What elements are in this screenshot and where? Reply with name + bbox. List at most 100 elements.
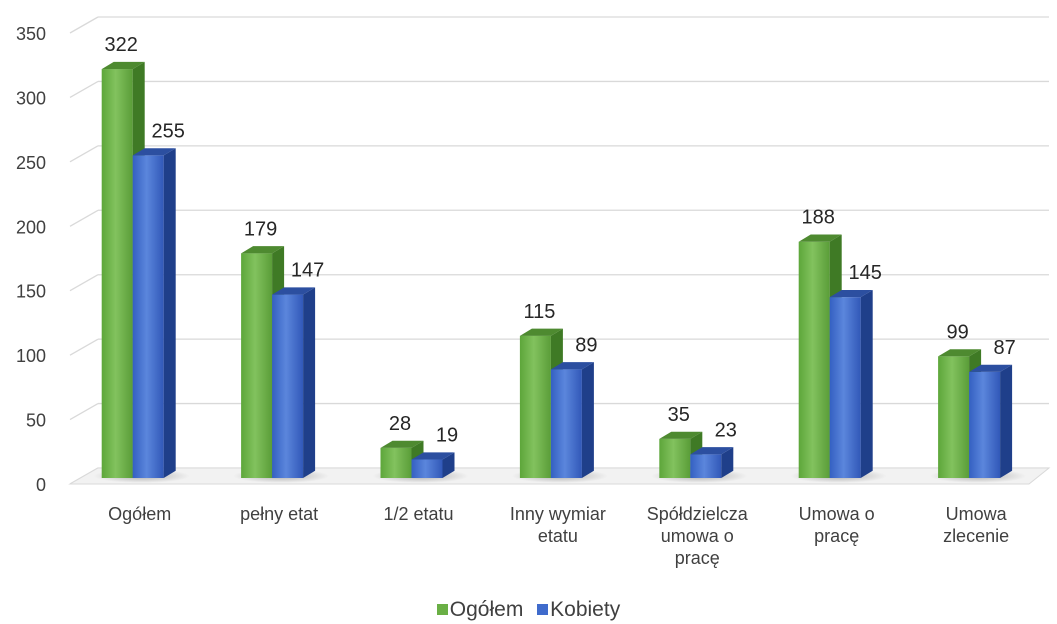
legend-label-kobiety: Kobiety (550, 597, 621, 621)
bar-top (101, 61, 145, 70)
x-category-label-line: Ogółem (108, 504, 171, 524)
bar-top (241, 246, 285, 254)
data-label-ogolem-1: 179 (244, 218, 277, 240)
bar-top (132, 148, 176, 156)
data-label-kobiety-5: 145 (849, 262, 882, 284)
bar-front (659, 438, 691, 478)
bar-side (163, 148, 176, 478)
bar-kobiety-4 (690, 447, 734, 478)
bar-side (442, 452, 455, 478)
data-labels: 322 255 179 147 28 19 115 89 35 23 188 145 99 87 (105, 34, 1016, 446)
bar-kobiety-2 (411, 452, 455, 478)
data-label-kobiety-2: 19 (436, 425, 458, 447)
legend-swatch-kobiety (537, 604, 549, 615)
bar-side (303, 287, 316, 478)
data-label-ogolem-0: 322 (105, 34, 138, 56)
legend-item-ogolem: Ogółem (436, 598, 523, 622)
y-tick-label: 250 (16, 153, 46, 173)
bar-front (272, 294, 304, 478)
data-label-ogolem-6: 99 (946, 321, 968, 343)
x-category-label-line: Spółdzielcza (647, 504, 749, 524)
bar-top (969, 364, 1013, 372)
bar-kobiety-3 (550, 362, 594, 478)
x-category-label-line: zlecenie (943, 526, 1009, 546)
gridline-depth-300 (69, 80, 99, 98)
gridline-depth-250 (69, 145, 99, 163)
data-label-ogolem-4: 35 (668, 404, 690, 426)
bar-chart: 0 50 100 150 200 250 300 350 Ogółem pełny etat 1/… (16, 16, 1051, 568)
bar-front (132, 155, 164, 478)
bar-top (690, 447, 734, 455)
bar-front (241, 253, 273, 478)
x-category-label-line: 1/2 etatu (383, 504, 453, 524)
data-label-kobiety-0: 255 (152, 120, 185, 142)
bar-top (411, 452, 455, 460)
bar-kobiety-5 (829, 289, 873, 478)
data-label-kobiety-3: 89 (575, 334, 597, 356)
bar-front (938, 356, 970, 478)
x-category-label-line: pracę (814, 526, 859, 546)
x-category-label-line: Inny wymiar (510, 504, 606, 524)
bar-ogolem-6 (938, 349, 982, 478)
bar-front (519, 335, 551, 478)
bar-side (581, 362, 594, 478)
bar-front (969, 371, 1001, 478)
bar-side (860, 289, 873, 478)
x-category-label: Ogółem (108, 504, 171, 524)
x-category-label: Spółdzielcza umowa o pracę (647, 504, 749, 568)
bar-top (272, 287, 316, 295)
x-category-label-line: pełny etat (240, 504, 318, 524)
bar-front (798, 241, 830, 478)
legend: Ogółem Kobiety (0, 597, 1057, 622)
bar-top (550, 362, 594, 370)
data-label-kobiety-1: 147 (291, 260, 324, 282)
gridline-depth-350 (69, 16, 99, 34)
bar-front (101, 69, 133, 478)
y-tick-label: 0 (36, 475, 46, 495)
y-tick-label: 100 (16, 346, 46, 366)
y-tick-label: 300 (16, 88, 46, 108)
data-label-ogolem-2: 28 (389, 413, 411, 435)
legend-item-kobiety: Kobiety (537, 598, 620, 622)
x-axis: Ogółem pełny etat 1/2 etatu Inny wymiar etat… (108, 504, 1009, 568)
y-tick-label: 50 (26, 411, 46, 431)
x-category-label: 1/2 etatu (383, 504, 453, 524)
data-label-kobiety-6: 87 (993, 337, 1015, 359)
gridline-depth-150 (69, 274, 99, 292)
y-tick-label: 150 (16, 282, 46, 302)
bar-front (411, 459, 443, 478)
bar-front (380, 447, 412, 478)
bar-top (380, 440, 424, 448)
bar-top (659, 431, 703, 439)
legend-swatch-ogolem (436, 604, 448, 615)
data-label-ogolem-5: 188 (802, 207, 835, 229)
bar-top (938, 349, 982, 357)
y-tick-label: 200 (16, 217, 46, 237)
x-category-label: Umowa zlecenie (943, 504, 1009, 546)
x-category-label: Inny wymiar etatu (510, 504, 606, 546)
bar-kobiety-6 (969, 364, 1013, 478)
x-category-label-line: Umowa o (799, 504, 875, 524)
bar-side (1000, 364, 1013, 478)
bar-kobiety-0 (132, 148, 176, 478)
bar-side (721, 447, 734, 478)
bar-top (798, 234, 842, 242)
y-axis: 0 50 100 150 200 250 300 350 (16, 24, 46, 495)
bar-front (550, 369, 582, 478)
bar-front (690, 454, 722, 478)
bar-kobiety-1 (272, 287, 316, 478)
x-category-label-line: Umowa (946, 504, 1008, 524)
gridline-depth-100 (69, 338, 99, 356)
gridline-depth-200 (69, 209, 99, 227)
x-category-label-line: pracę (675, 548, 720, 568)
bar-top (519, 328, 563, 336)
data-label-ogolem-3: 115 (523, 301, 555, 323)
x-category-label: Umowa o pracę (799, 504, 875, 546)
bars (93, 61, 1027, 483)
x-category-label-line: umowa o (661, 526, 734, 546)
data-label-kobiety-4: 23 (715, 419, 737, 441)
gridline-depth-50 (69, 403, 99, 421)
x-category-label-line: etatu (538, 526, 578, 546)
x-category-label: pełny etat (240, 504, 318, 524)
bar-top (829, 289, 873, 298)
